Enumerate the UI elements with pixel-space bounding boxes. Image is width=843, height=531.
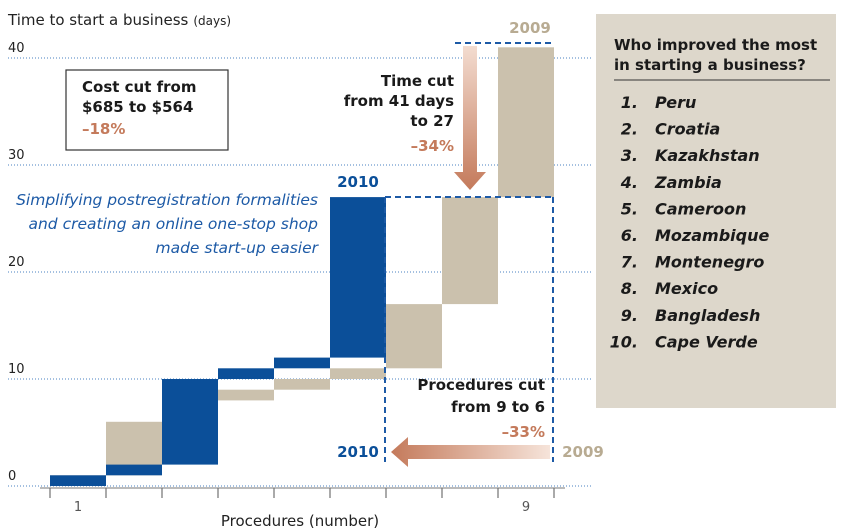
title-text: Time to start a business xyxy=(7,11,189,29)
guides xyxy=(384,42,554,462)
panel-name: Zambia xyxy=(654,173,722,192)
x-tick-label: 9 xyxy=(522,500,530,515)
bar xyxy=(162,379,218,465)
cost-box xyxy=(65,69,229,151)
panel-rank: 1. xyxy=(621,93,638,112)
title-unit: (days) xyxy=(193,14,231,28)
x-axis-label: Procedures (number) xyxy=(221,512,379,530)
year-label: 2009 xyxy=(562,443,604,461)
bar xyxy=(330,368,386,379)
panel-rank: 4. xyxy=(620,173,638,192)
panel-name: Croatia xyxy=(655,120,720,139)
bar xyxy=(218,389,274,401)
time-line: Time cut xyxy=(381,72,454,90)
bar xyxy=(50,475,106,486)
panel-name: Mexico xyxy=(655,279,718,298)
bar xyxy=(442,197,498,305)
bar xyxy=(218,368,274,379)
panel-rank: 9. xyxy=(621,306,638,325)
procedures-line: Procedures cut xyxy=(417,376,545,394)
panel-rank: 6. xyxy=(621,226,638,245)
y-tick-label: 40 xyxy=(8,41,25,56)
y-tick-label: 0 xyxy=(8,469,16,484)
cost-line: Cost cut from xyxy=(82,78,196,96)
panel-rank: 10. xyxy=(610,332,638,351)
bar xyxy=(498,47,554,198)
panel-rank: 7. xyxy=(621,253,638,272)
year-label: 2009 xyxy=(509,19,551,37)
year-label: 2010 xyxy=(337,173,379,191)
panel-title: in starting a business? xyxy=(614,56,806,74)
y-tick-label: 30 xyxy=(8,148,25,163)
cost-change: –18% xyxy=(82,120,125,138)
procedures-line: from 9 to 6 xyxy=(451,398,545,416)
x-tick-label: 1 xyxy=(74,500,82,515)
panel-name: Peru xyxy=(655,93,696,112)
procedures-change: –33% xyxy=(502,423,545,441)
panel-name: Kazakhstan xyxy=(655,146,760,165)
bar xyxy=(330,197,386,358)
time-arrow xyxy=(454,46,486,190)
chart-title: Time to start a business (days) xyxy=(7,11,231,29)
time-line: to 27 xyxy=(410,112,454,130)
panel-name: Bangladesh xyxy=(655,306,760,325)
panel-list: 1. Peru 2. Croatia 3. Kazakhstan 4. Zambia 5. Cam… xyxy=(610,93,770,351)
panel-rank: 3. xyxy=(621,146,638,165)
bar xyxy=(274,379,330,390)
panel-name: Montenegro xyxy=(655,253,764,272)
panel-rank: 8. xyxy=(621,279,638,298)
time-change: –34% xyxy=(411,137,454,155)
bar xyxy=(106,464,162,476)
procedures-arrow xyxy=(391,437,550,467)
note-line: and creating an online one-stop shop xyxy=(28,215,318,233)
bar xyxy=(386,304,442,369)
year-label: 2010 xyxy=(337,443,379,461)
note-line: made start-up easier xyxy=(155,239,319,257)
panel-name: Cameroon xyxy=(655,199,746,218)
panel-rank: 2. xyxy=(621,120,638,139)
panel-name: Mozambique xyxy=(655,226,769,245)
y-tick-label: 10 xyxy=(8,362,25,377)
note-line: Simplifying postregistration formalities xyxy=(16,191,318,209)
cost-line: $685 to $564 xyxy=(82,98,193,116)
bars xyxy=(50,47,554,486)
time-line: from 41 days xyxy=(344,92,454,110)
panel-title: Who improved the most xyxy=(614,36,817,54)
panel-rank: 5. xyxy=(621,199,638,218)
bar xyxy=(274,357,330,369)
panel-name: Cape Verde xyxy=(655,332,758,351)
y-tick-label: 20 xyxy=(8,255,25,270)
